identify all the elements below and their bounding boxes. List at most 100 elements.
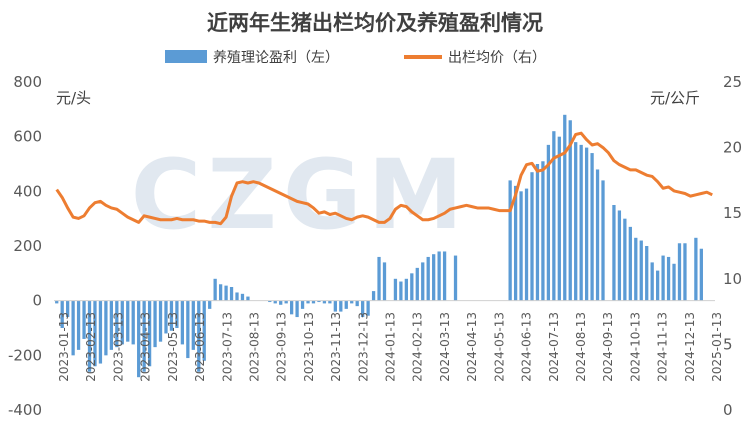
- left-tick-label: 200: [13, 237, 42, 255]
- profit-bar: [661, 255, 665, 301]
- profit-bar: [595, 169, 600, 301]
- profit-bar: [289, 300, 294, 315]
- profit-bar: [355, 300, 359, 307]
- profit-bar: [180, 300, 185, 345]
- profit-bar: [628, 226, 632, 301]
- watermark: CZGM: [131, 139, 469, 251]
- chart-title: 近两年生猪出栏均价及养殖盈利情况: [207, 11, 543, 35]
- profit-bar: [104, 300, 108, 356]
- profit-bar: [98, 300, 103, 364]
- profit-bar: [66, 300, 70, 318]
- x-tick-label: 2023-02-13: [84, 312, 98, 382]
- left-tick-label: 800: [13, 73, 42, 91]
- right-axis-unit: 元/公斤: [650, 89, 700, 107]
- profit-bar: [404, 278, 408, 301]
- right-tick-label: 25: [723, 73, 742, 91]
- profit-bar: [579, 144, 583, 301]
- profit-bar: [295, 300, 299, 318]
- profit-bar: [279, 300, 283, 305]
- profit-bar: [202, 300, 206, 361]
- profit-bar: [142, 300, 146, 372]
- bar-series: [55, 114, 703, 378]
- profit-bar: [344, 300, 348, 309]
- profit-bar: [235, 292, 239, 301]
- x-tick-label: 2024-12-13: [683, 312, 697, 382]
- profit-bar: [339, 300, 343, 312]
- profit-bar: [153, 300, 157, 348]
- left-tick-label: 0: [32, 292, 42, 310]
- profit-bar: [683, 243, 687, 301]
- profit-bar: [519, 191, 523, 301]
- profit-bar: [524, 188, 529, 301]
- profit-bar: [350, 300, 354, 304]
- profit-bar: [246, 296, 250, 301]
- profit-bar: [421, 262, 425, 301]
- x-tick-label: 2024-01-13: [384, 312, 398, 382]
- legend: 养殖理论盈利（左） 出栏均价（右）: [165, 49, 546, 66]
- x-tick-label: 2024-02-13: [411, 312, 425, 382]
- profit-bar: [552, 131, 556, 301]
- profit-bar: [218, 284, 223, 301]
- profit-bar: [311, 300, 316, 304]
- profit-bar: [513, 185, 518, 301]
- profit-bar: [208, 300, 212, 309]
- x-tick-label: 2023-04-13: [139, 312, 153, 382]
- right-tick-label: 5: [723, 335, 733, 353]
- profit-bar: [93, 300, 97, 367]
- x-tick-label: 2024-03-13: [438, 312, 452, 382]
- left-tick-label: -200: [8, 346, 42, 364]
- legend-bar-swatch: [165, 50, 207, 63]
- profit-bar: [557, 136, 561, 301]
- profit-bar: [699, 248, 703, 301]
- price-line: [55, 131, 713, 226]
- x-tick-label: 2023-09-13: [275, 312, 289, 382]
- profit-bar: [426, 256, 430, 301]
- profit-bar: [530, 172, 534, 301]
- profit-bar: [508, 180, 512, 301]
- profit-bar: [650, 262, 654, 301]
- right-tick-label: 20: [723, 139, 742, 157]
- profit-bar: [361, 300, 365, 318]
- profit-bar: [601, 180, 605, 301]
- profit-bar: [410, 273, 414, 301]
- profit-bar: [175, 300, 179, 328]
- profit-bar: [240, 293, 245, 301]
- profit-bar: [677, 243, 682, 301]
- right-tick-label: 15: [723, 204, 742, 222]
- profit-bar: [371, 291, 376, 301]
- left-axis-unit: 元/头: [56, 89, 91, 107]
- right-tick-label: 0: [723, 401, 733, 419]
- profit-bar: [164, 300, 168, 334]
- profit-bar: [87, 300, 92, 372]
- profit-bar: [213, 278, 217, 301]
- profit-bar: [563, 114, 567, 301]
- profit-bar: [546, 144, 551, 301]
- left-axis-ticks: -400 -200 0 200 400 600 800: [8, 73, 42, 419]
- profit-bar: [415, 267, 419, 301]
- profit-bar: [131, 300, 135, 345]
- profit-bar: [317, 300, 321, 303]
- profit-bar: [584, 147, 589, 301]
- x-tick-label: 2023-03-13: [111, 312, 125, 382]
- profit-bar: [137, 300, 141, 378]
- profit-bar: [60, 300, 64, 328]
- profit-bar: [191, 300, 195, 350]
- profit-bar: [666, 256, 671, 301]
- profit-bar: [169, 300, 174, 331]
- profit-bar: [300, 300, 305, 309]
- profit-bar: [268, 300, 272, 303]
- profit-bar: [126, 300, 130, 342]
- profit-bar: [541, 161, 545, 301]
- x-tick-label: 2024-04-13: [465, 312, 479, 382]
- x-axis-ticks: 2023-01-13 2023-02-13 2023-03-13 2023-04-13…: [57, 312, 724, 382]
- profit-bar: [639, 240, 643, 301]
- profit-bar: [109, 300, 113, 350]
- legend-bar-label: 养殖理论盈利（左）: [213, 49, 339, 66]
- profit-bar: [437, 251, 441, 301]
- profit-bar: [306, 300, 310, 304]
- x-tick-label: 2023-10-13: [302, 312, 316, 382]
- x-tick-label: 2023-08-13: [247, 312, 261, 382]
- profit-bar: [590, 153, 594, 301]
- profit-bar: [656, 270, 660, 301]
